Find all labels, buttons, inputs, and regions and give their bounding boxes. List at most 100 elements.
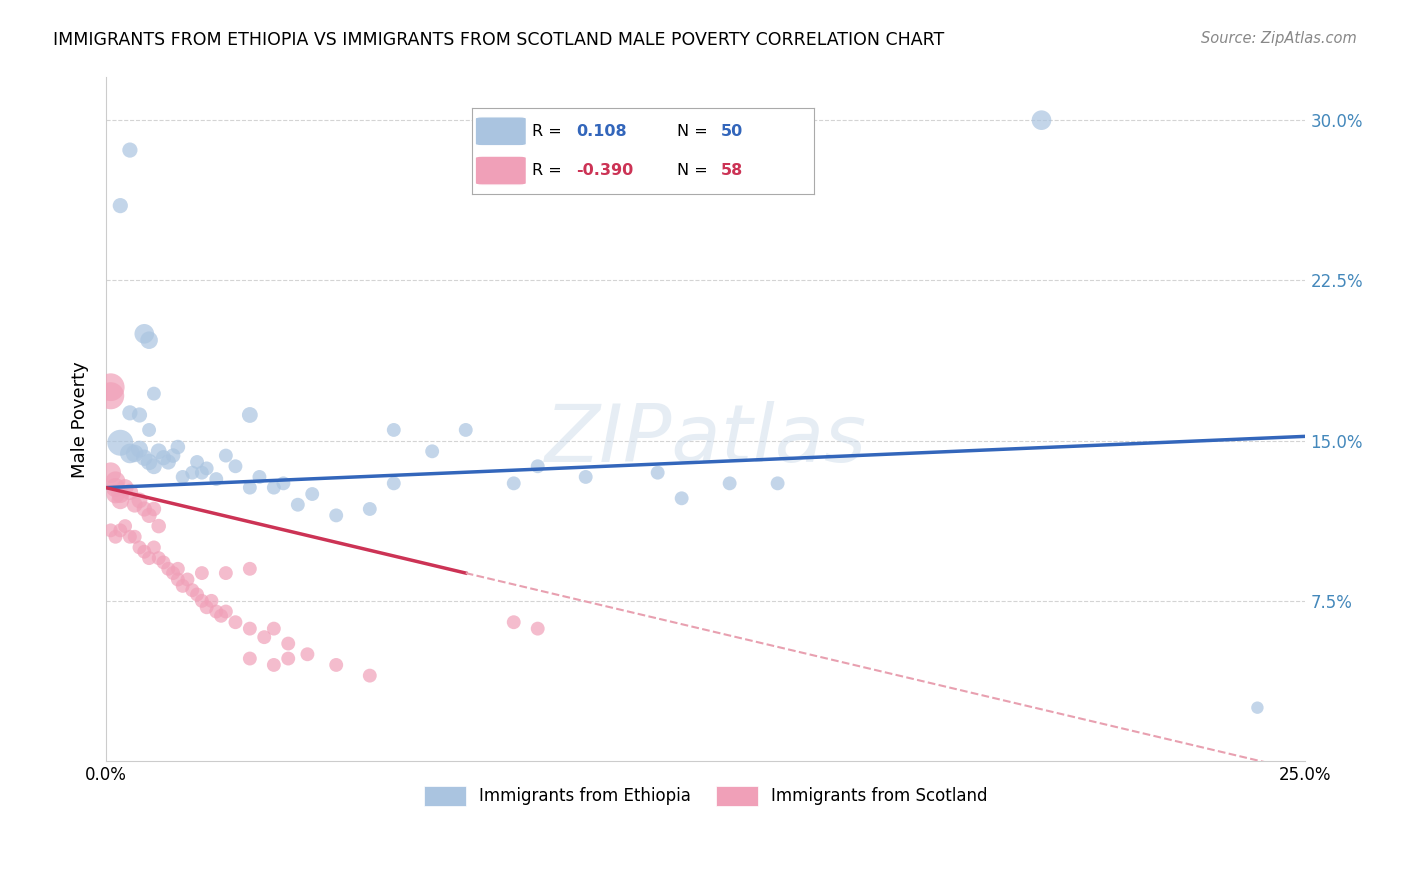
- Point: [114, 481, 136, 495]
- Point: [273, 476, 295, 491]
- Y-axis label: Male Poverty: Male Poverty: [72, 361, 89, 477]
- Point: [249, 470, 271, 484]
- Point: [224, 459, 246, 474]
- Point: [181, 583, 204, 598]
- Point: [382, 476, 405, 491]
- Point: [167, 562, 190, 576]
- Point: [205, 472, 228, 486]
- Point: [191, 466, 214, 480]
- Point: [142, 502, 165, 516]
- Point: [104, 474, 127, 488]
- Point: [142, 386, 165, 401]
- Point: [215, 566, 238, 580]
- Point: [186, 587, 208, 601]
- Point: [124, 498, 146, 512]
- Point: [124, 446, 146, 460]
- Point: [138, 333, 160, 347]
- Point: [239, 481, 262, 495]
- Point: [134, 326, 156, 341]
- Point: [301, 487, 323, 501]
- Point: [128, 493, 150, 508]
- Point: [118, 406, 141, 420]
- Point: [215, 605, 238, 619]
- Point: [195, 600, 218, 615]
- Point: [186, 455, 208, 469]
- Point: [138, 508, 160, 523]
- Point: [239, 622, 262, 636]
- Point: [766, 476, 789, 491]
- Point: [104, 530, 127, 544]
- Point: [297, 647, 319, 661]
- Point: [671, 491, 693, 506]
- Point: [277, 651, 299, 665]
- Point: [181, 466, 204, 480]
- Point: [138, 423, 160, 437]
- Point: [263, 657, 285, 672]
- Point: [104, 481, 127, 495]
- Point: [118, 446, 141, 460]
- Text: IMMIGRANTS FROM ETHIOPIA VS IMMIGRANTS FROM SCOTLAND MALE POVERTY CORRELATION CH: IMMIGRANTS FROM ETHIOPIA VS IMMIGRANTS F…: [53, 31, 945, 49]
- Point: [114, 519, 136, 533]
- Point: [167, 440, 190, 454]
- Point: [209, 608, 232, 623]
- Point: [718, 476, 741, 491]
- Point: [253, 630, 276, 644]
- Point: [359, 668, 381, 682]
- Point: [176, 573, 198, 587]
- Legend: Immigrants from Ethiopia, Immigrants from Scotland: Immigrants from Ethiopia, Immigrants fro…: [416, 777, 995, 814]
- Point: [100, 389, 122, 403]
- Text: ZIPatlas: ZIPatlas: [544, 401, 866, 479]
- Point: [502, 476, 524, 491]
- Point: [142, 459, 165, 474]
- Point: [110, 487, 132, 501]
- Point: [526, 459, 548, 474]
- Point: [128, 408, 150, 422]
- Point: [325, 508, 347, 523]
- Point: [152, 450, 174, 465]
- Point: [134, 450, 156, 465]
- Point: [148, 444, 170, 458]
- Point: [200, 594, 222, 608]
- Point: [110, 435, 132, 450]
- Point: [287, 498, 309, 512]
- Point: [134, 545, 156, 559]
- Point: [157, 562, 180, 576]
- Point: [148, 551, 170, 566]
- Point: [1246, 700, 1268, 714]
- Point: [526, 622, 548, 636]
- Point: [239, 562, 262, 576]
- Point: [118, 484, 141, 499]
- Point: [100, 524, 122, 538]
- Point: [162, 566, 184, 580]
- Point: [172, 470, 194, 484]
- Point: [100, 380, 122, 394]
- Point: [420, 444, 443, 458]
- Point: [148, 519, 170, 533]
- Point: [110, 524, 132, 538]
- Point: [1031, 113, 1053, 128]
- Point: [104, 487, 127, 501]
- Point: [134, 502, 156, 516]
- Point: [138, 551, 160, 566]
- Point: [195, 461, 218, 475]
- Point: [157, 455, 180, 469]
- Point: [325, 657, 347, 672]
- Point: [263, 622, 285, 636]
- Point: [167, 573, 190, 587]
- Point: [110, 493, 132, 508]
- Point: [142, 541, 165, 555]
- Point: [239, 408, 262, 422]
- Point: [454, 423, 477, 437]
- Point: [100, 466, 122, 480]
- Point: [263, 481, 285, 495]
- Point: [128, 541, 150, 555]
- Point: [124, 530, 146, 544]
- Text: Source: ZipAtlas.com: Source: ZipAtlas.com: [1201, 31, 1357, 46]
- Point: [128, 442, 150, 457]
- Point: [224, 615, 246, 630]
- Point: [277, 636, 299, 650]
- Point: [647, 466, 669, 480]
- Point: [191, 566, 214, 580]
- Point: [118, 530, 141, 544]
- Point: [110, 199, 132, 213]
